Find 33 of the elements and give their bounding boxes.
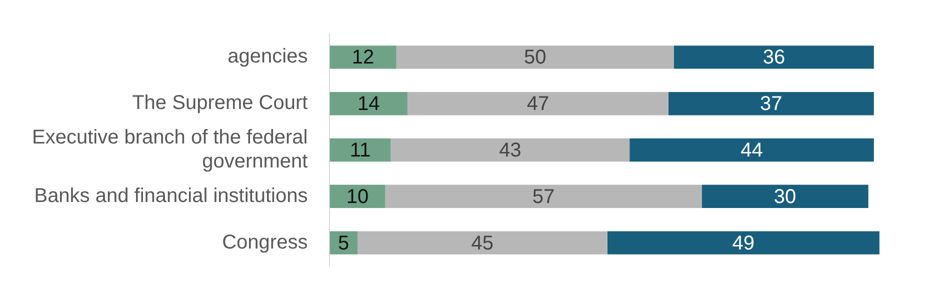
y-tick-label: Executive branch of the federal government xyxy=(32,126,308,173)
data-label: 14 xyxy=(357,93,380,116)
data-label: 10 xyxy=(346,186,369,208)
bar xyxy=(668,92,874,116)
bar xyxy=(407,92,668,116)
data-label: 47 xyxy=(526,93,550,116)
data-label: 44 xyxy=(740,140,763,162)
data-label: 37 xyxy=(760,93,782,116)
data-label: 43 xyxy=(499,140,522,162)
bar xyxy=(357,231,608,254)
data-label: 11 xyxy=(350,140,371,162)
data-label: 12 xyxy=(352,46,374,69)
y-tick-label: Congress xyxy=(222,231,308,254)
data-label: 5 xyxy=(338,232,350,254)
bar xyxy=(390,138,630,162)
data-label: 45 xyxy=(471,232,494,254)
bar xyxy=(607,231,880,254)
bar xyxy=(674,46,874,69)
bar xyxy=(385,184,702,208)
bar xyxy=(396,46,674,69)
data-label: 57 xyxy=(532,186,555,208)
data-label: 30 xyxy=(774,186,796,208)
bar xyxy=(330,46,396,69)
y-tick-label: Banks and financial institutions xyxy=(34,184,308,207)
y-tick-label: agencies xyxy=(228,46,308,68)
y-tick-label: The Supreme Court xyxy=(132,92,308,114)
bar xyxy=(630,138,874,162)
bar xyxy=(330,92,408,116)
data-label: 36 xyxy=(762,46,786,69)
data-label: 50 xyxy=(524,46,546,69)
bar xyxy=(330,138,391,162)
data-label: 49 xyxy=(732,232,755,254)
bar xyxy=(702,184,868,208)
